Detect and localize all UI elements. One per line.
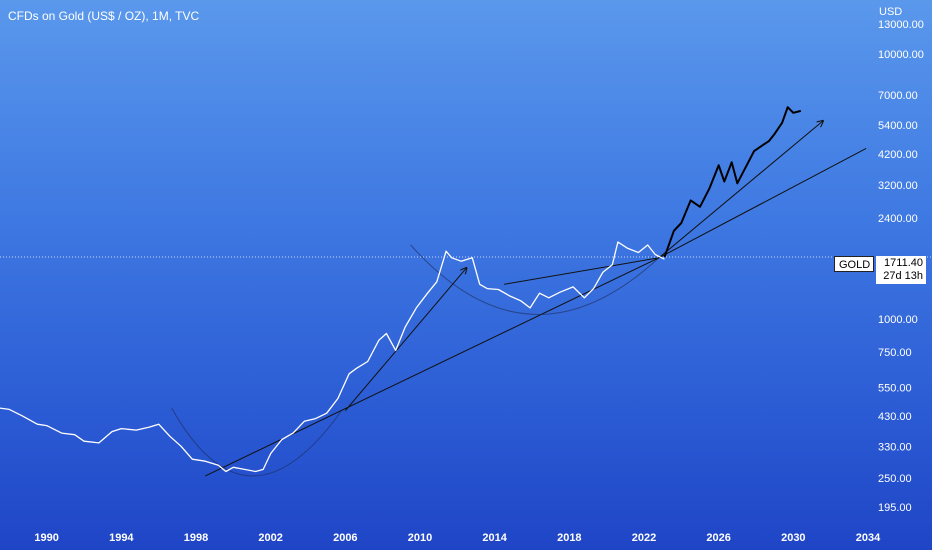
chart-title: CFDs on Gold (US$ / OZ), 1M, TVC	[8, 9, 200, 23]
price-tick-label: 250.00	[878, 473, 912, 485]
price-tick-label: 750.00	[878, 347, 912, 359]
year-tick-label: 2034	[856, 532, 881, 544]
price-axis[interactable]: 13000.00 10000.00 7000.00 5400.00 4200.00 320…	[878, 19, 924, 514]
price-tick-label: 330.00	[878, 441, 912, 453]
price-tick-label: 195.00	[878, 502, 912, 514]
price-tick-label: 430.00	[878, 411, 912, 423]
bar-countdown: 27d 13h	[883, 270, 923, 282]
year-tick-label: 1998	[184, 532, 208, 544]
year-tick-label: 2014	[482, 532, 507, 544]
annotation-line-4	[503, 257, 660, 285]
price-series	[0, 106, 802, 473]
price-tick-label: 13000.00	[878, 19, 924, 31]
price-tick-label: 2400.00	[878, 213, 918, 225]
annotation-trendline-1	[658, 148, 867, 259]
time-axis[interactable]: 1990 1994 1998 2002 2006 2010 2014 2018 2022 2026…	[34, 532, 881, 544]
current-price-value: 1711.40	[884, 257, 923, 269]
price-tick-label: 4200.00	[878, 149, 918, 161]
currency-label: USD	[879, 6, 903, 18]
price-tick-label: 7000.00	[878, 90, 918, 102]
year-tick-label: 2026	[706, 532, 730, 544]
price-tick-label: 3200.00	[878, 180, 918, 192]
year-tick-label: 1990	[34, 532, 58, 544]
year-tick-label: 2002	[258, 532, 282, 544]
historical-price-line	[0, 241, 665, 473]
price-tick-label: 550.00	[878, 383, 912, 395]
current-price-label: 1711.40 27d 13h	[876, 256, 926, 284]
year-tick-label: 2006	[333, 532, 357, 544]
year-tick-label: 2030	[781, 532, 805, 544]
annotation-arrow-3	[658, 121, 823, 259]
price-tick-label: 5400.00	[878, 120, 918, 132]
price-tick-label: 1000.00	[878, 314, 918, 326]
year-tick-label: 1994	[109, 532, 134, 544]
year-tick-label: 2022	[632, 532, 656, 544]
annotation-trendline-0	[205, 257, 660, 477]
annotation-arc-6	[410, 244, 660, 315]
annotation-arc-5	[171, 407, 343, 477]
year-tick-label: 2010	[408, 532, 432, 544]
annotation-arrow-2	[344, 268, 466, 411]
drawn-annotations	[171, 121, 867, 477]
symbol-badge[interactable]: GOLD	[834, 256, 874, 272]
year-tick-label: 2018	[557, 532, 581, 544]
price-tick-label: 10000.00	[878, 49, 924, 61]
projection-line	[663, 106, 802, 258]
